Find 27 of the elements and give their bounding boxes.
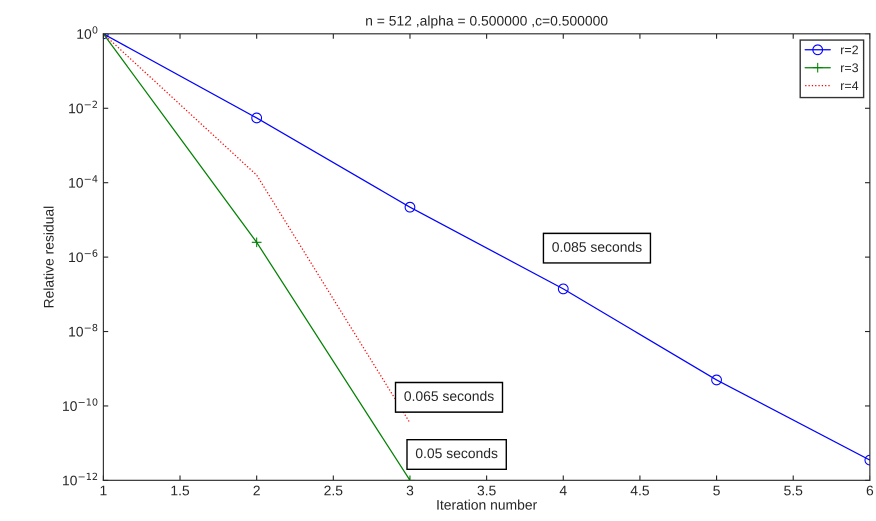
chart-title: n = 512 ,alpha = 0.500000 ,c=0.500000 xyxy=(366,15,608,28)
annotation: 0.085 seconds xyxy=(552,242,642,252)
x-tick-label: 2.5 xyxy=(324,486,342,496)
x-tick-label: 4.5 xyxy=(630,486,649,496)
annotation: 0.05 seconds xyxy=(416,448,498,458)
y-tick-label: 10$^{−2}$ xyxy=(69,100,98,114)
y-tick-label: 10$^{−4}$ xyxy=(69,175,98,188)
legend-label: r=4 xyxy=(841,81,858,90)
y-tick-label: 10$^{−6}$ xyxy=(69,250,98,262)
legend-label: r=2 xyxy=(841,45,858,54)
x-tick-label: 1 xyxy=(100,486,107,496)
x-tick-label: 3 xyxy=(406,486,414,496)
x-tick-label: 6 xyxy=(866,486,874,496)
x-tick-label: 3.5 xyxy=(477,486,496,496)
x-tick-label: 1.5 xyxy=(171,486,190,496)
y-axis-title: Relative residual xyxy=(43,206,54,308)
annotation: 0.065 seconds xyxy=(404,390,494,402)
legend-label: r=3 xyxy=(841,63,858,72)
y-tick-label: 10$^{−10}$ xyxy=(63,398,98,412)
y-tick-label: 10$^{−8}$ xyxy=(69,324,98,337)
y-tick-label: 10$^{0}$ xyxy=(77,26,98,39)
y-tick-label: 10$^{−12}$ xyxy=(63,472,98,486)
x-tick-label: 4 xyxy=(560,486,567,496)
x-tick-label: 5 xyxy=(713,486,720,496)
x-axis-title: Iteration number xyxy=(437,500,537,510)
x-tick-label: 2 xyxy=(254,486,260,496)
x-tick-label: 5.5 xyxy=(784,486,802,496)
